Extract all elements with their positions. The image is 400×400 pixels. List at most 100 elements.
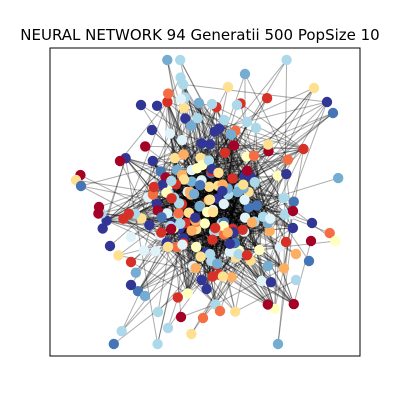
network-edge	[204, 143, 244, 189]
network-node	[123, 208, 134, 219]
network-edge	[169, 133, 269, 152]
network-node	[140, 141, 151, 152]
network-node	[262, 260, 274, 272]
network-edge	[160, 231, 215, 236]
network-node	[178, 149, 189, 160]
network-edge	[183, 210, 294, 239]
network-edge	[212, 207, 249, 211]
network-node	[224, 238, 236, 249]
network-node	[156, 212, 167, 223]
network-edge	[244, 217, 276, 309]
network-node	[190, 212, 201, 223]
network-edge	[198, 102, 233, 179]
network-node	[190, 262, 201, 274]
network-node	[175, 93, 187, 105]
network-edge	[209, 213, 292, 255]
network-node	[176, 134, 188, 146]
network-node	[241, 250, 253, 261]
network-edge	[235, 257, 262, 282]
network-edge	[215, 267, 285, 305]
network-edge	[198, 102, 255, 157]
network-edge	[106, 158, 127, 221]
network-node	[206, 98, 218, 110]
network-node	[166, 175, 177, 187]
network-edge	[173, 228, 189, 294]
network-edge	[180, 303, 216, 318]
network-node	[217, 271, 229, 282]
network-edge	[106, 220, 184, 239]
network-node	[287, 205, 299, 217]
network-node	[246, 217, 258, 228]
network-node	[227, 173, 238, 184]
network-edge	[261, 101, 328, 282]
network-edge	[152, 130, 236, 162]
network-node	[177, 239, 188, 250]
network-node	[214, 305, 226, 317]
network-node	[226, 272, 237, 283]
network-edge	[171, 170, 212, 182]
network-edge	[211, 218, 271, 262]
network-edge	[190, 257, 237, 335]
network-edge	[166, 59, 193, 182]
network-edge	[137, 246, 169, 292]
network-edge	[182, 84, 244, 230]
network-edge	[140, 104, 202, 144]
figure-title: NEURAL NETWORK 94 Generatii 500 PopSize …	[20, 26, 379, 44]
network-node	[175, 72, 186, 83]
network-node	[178, 102, 190, 114]
network-edge	[161, 184, 189, 294]
network-edge	[221, 222, 276, 310]
network-node	[203, 155, 215, 166]
network-edge	[277, 214, 292, 345]
network-node	[182, 288, 193, 299]
network-node	[207, 206, 219, 218]
network-node	[197, 312, 209, 324]
network-node	[308, 82, 320, 94]
network-node	[272, 170, 283, 181]
network-edge	[211, 260, 295, 305]
network-node	[321, 96, 333, 108]
network-node	[278, 192, 289, 204]
network-edge	[211, 260, 269, 305]
network-edge	[209, 253, 295, 305]
network-edge	[162, 183, 280, 248]
network-node	[191, 241, 202, 253]
network-node	[261, 93, 273, 104]
network-node	[125, 256, 137, 268]
network-edge	[219, 101, 328, 129]
network-edge	[161, 232, 235, 244]
network-node	[217, 185, 228, 197]
network-node	[222, 227, 233, 238]
network-edge	[191, 230, 276, 310]
network-edge	[253, 155, 269, 224]
network-node	[256, 275, 267, 287]
network-node	[264, 225, 275, 237]
network-node	[280, 209, 291, 220]
network-node	[169, 152, 180, 164]
network-node	[204, 181, 215, 192]
network-node	[233, 249, 244, 260]
network-node	[288, 298, 299, 310]
network-edge	[175, 184, 213, 240]
network-edge	[274, 268, 285, 309]
network-edge	[234, 279, 297, 313]
network-node	[186, 225, 197, 236]
network-edge	[182, 197, 284, 246]
network-node	[101, 215, 112, 226]
network-node	[242, 165, 253, 176]
network-edge	[233, 145, 287, 243]
network-node	[162, 241, 174, 252]
network-edge	[179, 59, 269, 224]
network-edge	[251, 155, 255, 223]
network-node	[305, 235, 317, 247]
network-edge	[217, 145, 235, 186]
network-node	[196, 274, 207, 286]
network-node	[156, 227, 167, 238]
network-node	[224, 246, 236, 257]
network-edge	[125, 157, 207, 253]
network-node	[192, 113, 203, 124]
network-edge	[166, 59, 191, 192]
network-edge	[137, 228, 181, 292]
network-node	[298, 143, 309, 155]
network-edge	[269, 148, 304, 219]
